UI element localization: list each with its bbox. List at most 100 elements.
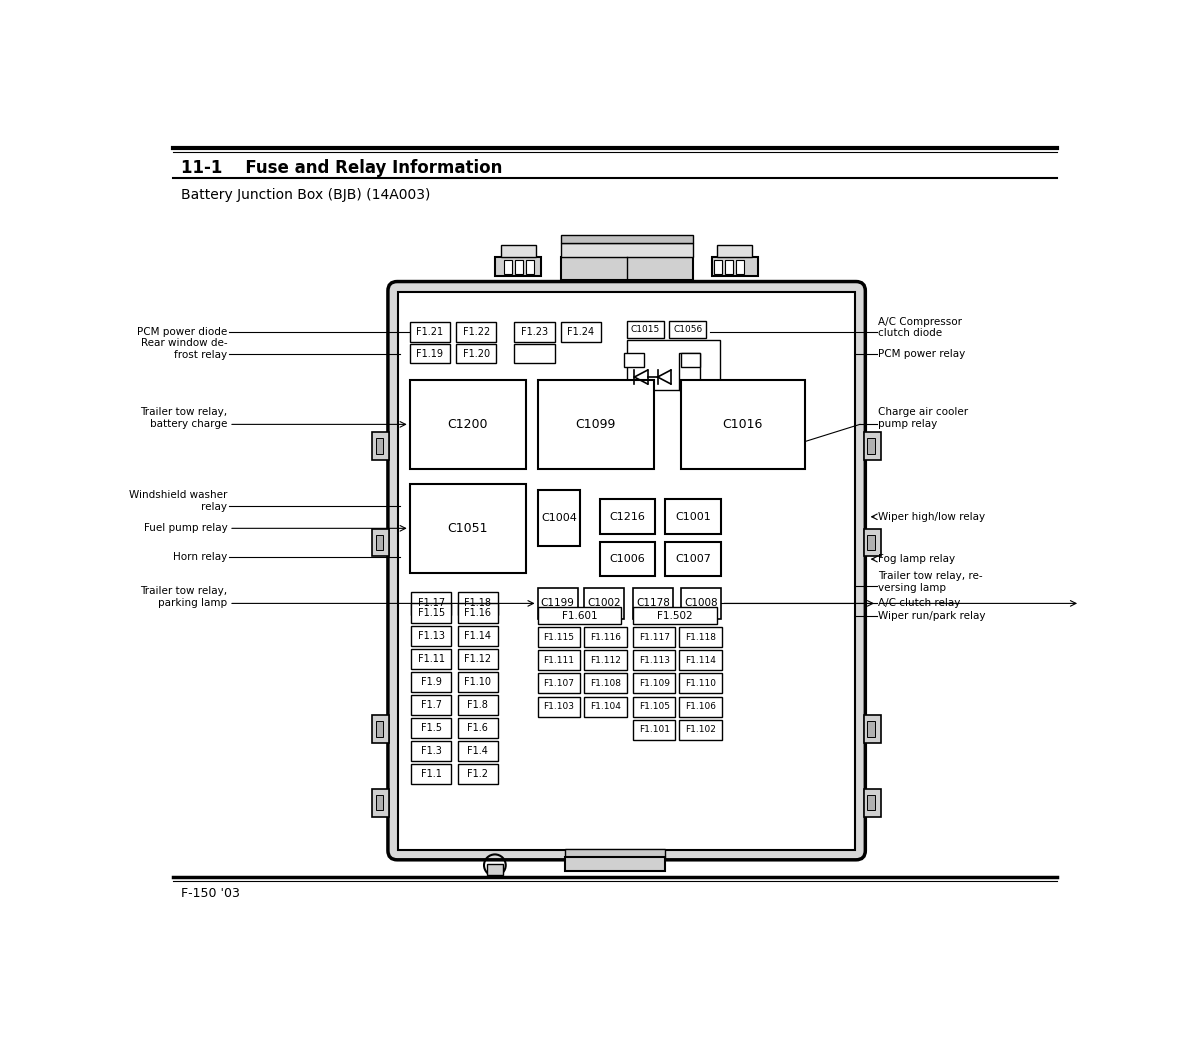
Text: F1.20: F1.20 (463, 349, 490, 358)
Text: F1.101: F1.101 (638, 726, 670, 734)
Text: F1.110: F1.110 (685, 679, 716, 688)
Text: F1.21: F1.21 (416, 327, 443, 337)
Text: C1007: C1007 (676, 554, 712, 564)
Text: F1.117: F1.117 (638, 633, 670, 642)
Bar (376, 721, 383, 737)
Bar (866, 795, 875, 811)
Text: Wiper run/park relay: Wiper run/park relay (878, 611, 986, 621)
Bar (538, 650, 580, 670)
Bar (584, 627, 626, 647)
Bar (714, 260, 722, 274)
Bar (626, 340, 720, 391)
Text: C1200: C1200 (448, 418, 488, 430)
Bar (736, 260, 744, 274)
Text: F1.106: F1.106 (685, 702, 716, 711)
Bar (456, 344, 497, 363)
Bar (679, 650, 722, 670)
Text: F1.112: F1.112 (590, 656, 620, 665)
Text: F1.103: F1.103 (544, 702, 575, 711)
Text: F1.107: F1.107 (544, 679, 575, 688)
Text: F1.114: F1.114 (685, 656, 716, 665)
Text: F1.24: F1.24 (568, 327, 594, 337)
Bar (584, 588, 624, 618)
Text: F1.19: F1.19 (416, 349, 443, 358)
Bar (515, 260, 523, 274)
Text: F1.601: F1.601 (562, 611, 598, 621)
Text: Trailer tow relay,
battery charge: Trailer tow relay, battery charge (140, 407, 228, 429)
Text: F1.2: F1.2 (467, 770, 488, 779)
Text: F1.1: F1.1 (421, 770, 442, 779)
Bar (560, 257, 692, 280)
Bar (680, 588, 721, 618)
Bar (372, 528, 390, 556)
Text: C1004: C1004 (541, 513, 577, 523)
Bar (632, 696, 676, 716)
Bar (679, 719, 722, 739)
Bar (538, 673, 580, 693)
Text: F1.3: F1.3 (421, 747, 442, 756)
Bar (376, 439, 383, 454)
Bar (632, 719, 676, 739)
Text: F1.104: F1.104 (590, 702, 620, 711)
Text: Trailer tow relay,
parking lamp: Trailer tow relay, parking lamp (140, 587, 228, 608)
Bar (584, 696, 626, 716)
Text: C1015: C1015 (631, 324, 660, 334)
Text: F1.111: F1.111 (544, 656, 575, 665)
Bar (626, 321, 664, 338)
Text: F1.16: F1.16 (464, 608, 491, 617)
Bar (515, 322, 554, 341)
Bar (600, 542, 655, 576)
Bar (864, 715, 881, 743)
Text: C1002: C1002 (587, 598, 620, 608)
Bar (864, 789, 881, 817)
Bar (712, 257, 758, 276)
Text: C1006: C1006 (610, 554, 646, 564)
Bar (632, 607, 716, 624)
Bar (526, 260, 534, 274)
Bar (456, 322, 497, 341)
Bar (560, 235, 692, 243)
Bar (412, 672, 451, 692)
Bar (409, 344, 450, 363)
Text: F1.7: F1.7 (421, 700, 442, 710)
Text: F1.17: F1.17 (418, 598, 445, 608)
Text: F1.11: F1.11 (418, 654, 445, 664)
Bar (372, 433, 390, 460)
Bar (376, 795, 383, 811)
Bar (565, 849, 665, 860)
Bar (504, 260, 512, 274)
Bar (457, 741, 498, 761)
Bar (457, 695, 498, 715)
Text: Wiper high/low relay: Wiper high/low relay (878, 511, 985, 522)
Text: F1.115: F1.115 (544, 633, 575, 642)
Text: F1.18: F1.18 (464, 598, 491, 608)
Text: C1178: C1178 (636, 598, 670, 608)
Text: C1008: C1008 (684, 598, 718, 608)
Bar (412, 626, 451, 646)
Bar (866, 534, 875, 550)
Text: F1.6: F1.6 (467, 723, 488, 733)
Text: Charge air cooler
pump relay: Charge air cooler pump relay (878, 407, 968, 429)
Text: C1056: C1056 (673, 324, 702, 334)
Bar (494, 257, 541, 276)
Bar (665, 542, 721, 576)
Bar (372, 789, 390, 817)
Text: F1.9: F1.9 (421, 677, 442, 687)
Bar (515, 344, 554, 363)
Text: C1001: C1001 (676, 511, 712, 522)
Text: Rear window de-
frost relay: Rear window de- frost relay (140, 338, 228, 360)
Bar (412, 592, 451, 615)
Text: F1.4: F1.4 (467, 747, 488, 756)
Bar (412, 695, 451, 715)
Bar (678, 353, 701, 391)
Bar (412, 741, 451, 761)
Bar (457, 603, 498, 623)
Text: F1.118: F1.118 (685, 633, 716, 642)
Text: F1.113: F1.113 (638, 656, 670, 665)
Bar (632, 673, 676, 693)
Text: PCM power diode: PCM power diode (137, 327, 228, 337)
Bar (718, 246, 752, 257)
Bar (412, 718, 451, 738)
Bar (457, 592, 498, 615)
Text: F1.23: F1.23 (521, 327, 548, 337)
